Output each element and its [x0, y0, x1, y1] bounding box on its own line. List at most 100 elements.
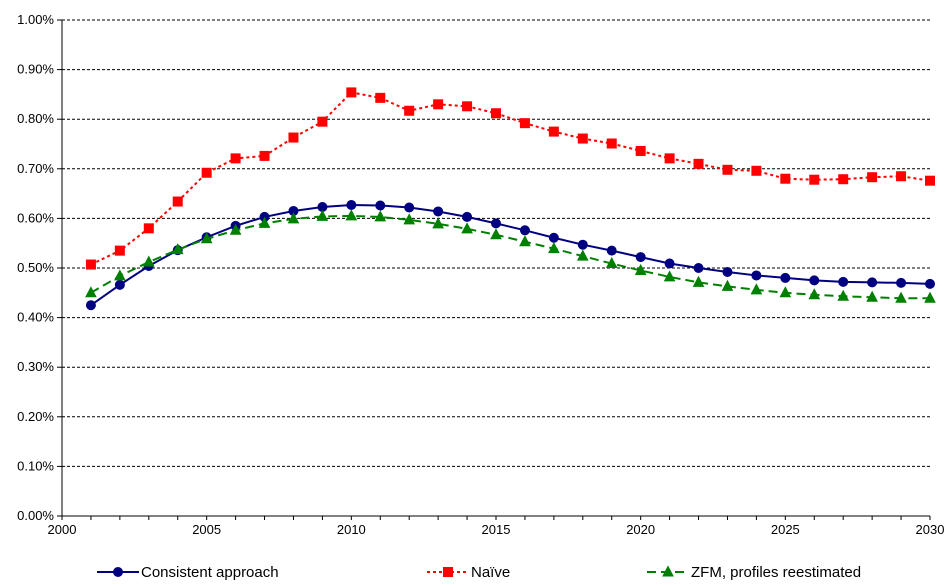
- data-point: [808, 288, 821, 300]
- data-point: [114, 279, 125, 290]
- data-point: [114, 269, 126, 281]
- data-point: [606, 245, 617, 256]
- data-point: [259, 150, 270, 161]
- legend-swatch-marker: [443, 567, 453, 577]
- data-point: [722, 164, 733, 175]
- series-2: [85, 209, 936, 303]
- data-point: [404, 105, 415, 116]
- data-point: [172, 196, 183, 207]
- data-point: [288, 132, 299, 143]
- data-point: [519, 118, 530, 129]
- series-1: [85, 87, 935, 270]
- axes: 0.00% 0.10% 0.20% 0.30% 0.40% 0.50% 0.60% 0.70%…: [17, 12, 944, 537]
- data-point: [896, 277, 907, 288]
- y-tick-label: 0.30%: [17, 359, 54, 374]
- data-point: [114, 245, 125, 256]
- data-point: [461, 222, 473, 234]
- data-point: [838, 276, 849, 287]
- data-point: [548, 232, 559, 243]
- data-point: [693, 158, 704, 169]
- data-point: [925, 278, 935, 289]
- data-point: [433, 206, 444, 217]
- data-point: [635, 145, 646, 156]
- y-tick-label: 0.10%: [17, 458, 54, 473]
- legend-swatch-marker: [662, 565, 674, 577]
- data-point: [346, 200, 357, 211]
- data-point: [287, 212, 300, 224]
- data-point: [345, 209, 358, 221]
- legend-item-1: Naïve: [427, 564, 510, 581]
- data-point: [867, 172, 878, 183]
- legend-swatch-marker: [113, 567, 123, 577]
- data-point: [85, 286, 97, 298]
- data-point: [143, 223, 154, 234]
- data-point: [403, 213, 416, 225]
- data-point: [577, 133, 588, 144]
- data-point: [809, 275, 820, 286]
- data-point: [838, 174, 849, 185]
- data-point: [867, 277, 878, 288]
- data-point: [201, 167, 212, 178]
- series-0: [85, 200, 935, 311]
- data-point: [780, 173, 791, 184]
- series-line: [90, 214, 930, 300]
- data-point: [577, 239, 588, 250]
- data-point: [866, 290, 878, 302]
- y-tick-label: 0.20%: [17, 409, 54, 424]
- data-point: [722, 266, 733, 277]
- data-point: [375, 92, 386, 103]
- data-point: [519, 235, 531, 247]
- data-point: [404, 202, 415, 213]
- data-point: [576, 249, 589, 261]
- data-point: [200, 232, 213, 244]
- data-point: [230, 153, 241, 164]
- x-tick-label: 2000: [48, 522, 77, 537]
- data-point: [663, 270, 676, 282]
- legend-label: Naïve: [471, 564, 510, 581]
- data-point: [346, 87, 357, 98]
- y-tick-label: 1.00%: [17, 12, 54, 27]
- data-point: [85, 259, 96, 270]
- data-point: [692, 275, 705, 287]
- data-point: [837, 289, 850, 301]
- x-tick-label: 2025: [771, 522, 800, 537]
- legend-label: Consistent approach: [141, 564, 279, 581]
- data-point: [809, 174, 820, 185]
- data-point: [750, 283, 763, 295]
- x-tick-label: 2030: [916, 522, 945, 537]
- x-tick-label: 2010: [337, 522, 366, 537]
- y-tick-label: 0.60%: [17, 210, 54, 225]
- legend-label: ZFM, profiles reestimated: [691, 564, 861, 581]
- data-point: [316, 209, 329, 221]
- x-tick-label: 2015: [482, 522, 511, 537]
- data-point: [548, 242, 560, 254]
- series-layer: [85, 87, 936, 311]
- data-point: [374, 210, 387, 222]
- data-point: [432, 217, 444, 229]
- legend: Consistent approach Naïve ZFM, profiles re…: [97, 564, 861, 581]
- data-point: [751, 165, 762, 176]
- data-point: [925, 175, 935, 186]
- data-point: [896, 171, 907, 182]
- data-point: [317, 116, 328, 127]
- data-point: [605, 256, 618, 269]
- legend-item-2: ZFM, profiles reestimated: [647, 564, 861, 581]
- data-point: [519, 225, 530, 236]
- data-point: [721, 279, 734, 291]
- data-point: [693, 263, 704, 273]
- y-tick-label: 0.90%: [17, 62, 54, 77]
- data-point: [258, 216, 271, 228]
- data-point: [229, 223, 242, 235]
- y-tick-label: 0.70%: [17, 161, 54, 176]
- y-tick-label: 0.50%: [17, 260, 54, 275]
- data-point: [171, 243, 184, 255]
- data-point: [634, 263, 647, 275]
- data-point: [606, 138, 617, 149]
- data-point: [491, 218, 501, 229]
- data-point: [462, 101, 473, 112]
- y-tick-label: 0.40%: [17, 310, 54, 325]
- y-tick-label: 0.00%: [17, 508, 54, 523]
- y-tick-label: 0.80%: [17, 111, 54, 126]
- data-point: [779, 286, 792, 298]
